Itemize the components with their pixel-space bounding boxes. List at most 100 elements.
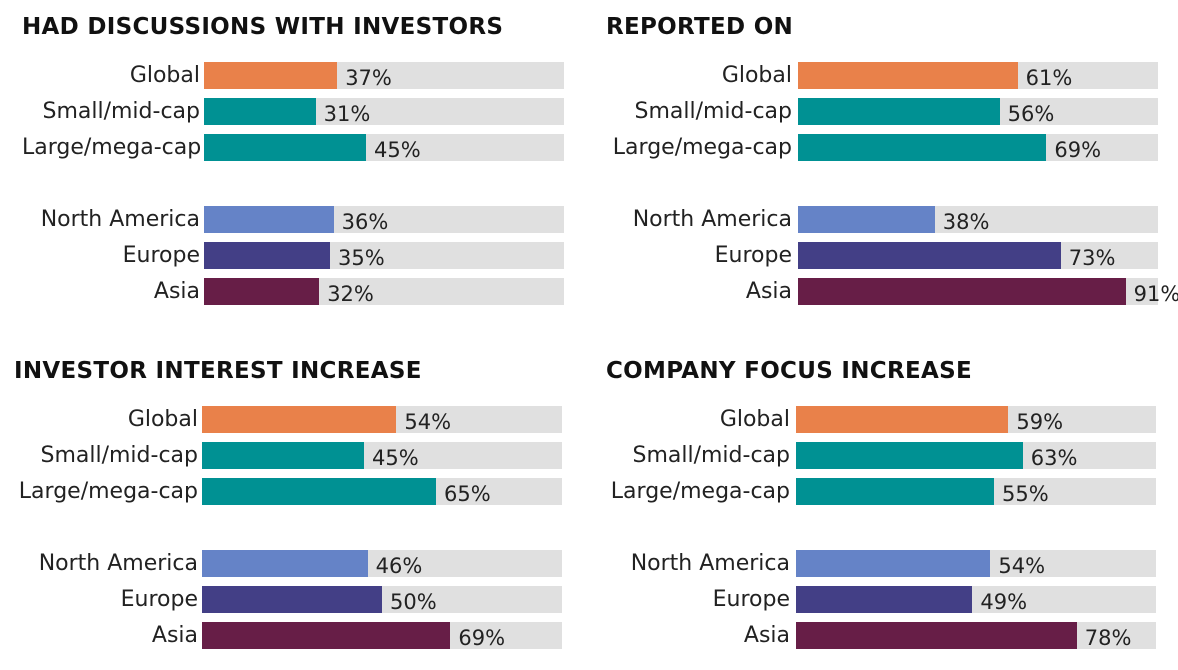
bar-row-north-america: North America 46% [14,550,562,578]
category-label: North America [630,551,790,576]
chart-panel-reported-on: REPORTED ON Global 61% Small/mid-cap 56% Larg… [606,14,1178,314]
bar-track: 63% [796,442,1156,470]
bar-track: 69% [202,622,562,650]
value-label: 61% [1025,66,1073,90]
chart-title: REPORTED ON [606,14,794,40]
value-label: 59% [1016,410,1064,434]
bar-row-europe: Europe 73% [606,242,1158,270]
value-label: 69% [1054,138,1102,162]
bar-large-mega-cap [204,134,366,161]
bar-track: 32% [204,278,564,306]
bar-row-north-america: North America 38% [606,206,1158,234]
bar-europe [202,586,382,613]
bar-global [204,62,338,89]
bar-small-mid-cap [798,98,1000,125]
bar-north-america [204,206,334,233]
chart-title: INVESTOR INTEREST INCREASE [14,358,422,384]
value-label: 78% [1084,626,1132,650]
bar-row-large-mega-cap: Large/mega-cap 55% [606,478,1156,506]
bar-track: 31% [204,98,564,126]
bar-row-global: Global 37% [22,62,564,90]
category-label: Large/mega-cap [18,479,198,504]
bar-small-mid-cap [204,98,316,125]
value-label: 37% [345,66,392,90]
value-label: 46% [375,554,423,578]
value-label: 35% [338,246,385,270]
bar-row-europe: Europe 50% [14,586,562,614]
bar-track: 69% [798,134,1158,162]
bar-row-global: Global 54% [14,406,562,434]
bar-track: 59% [796,406,1156,434]
bar-row-small-mid-cap: Small/mid-cap 45% [14,442,562,470]
bar-asia [204,278,320,305]
category-label: Europe [122,243,200,268]
category-label: Small/mid-cap [40,443,198,468]
bar-global [796,406,1009,433]
category-label: Global [721,63,792,88]
bar-track: 54% [202,406,562,434]
value-label: 54% [404,410,452,434]
value-label: 45% [374,138,421,162]
value-label: 31% [323,102,371,126]
bar-asia [202,622,451,649]
bar-row-europe: Europe 49% [606,586,1156,614]
bar-row-large-mega-cap: Large/mega-cap 65% [14,478,562,506]
category-label: Asia [743,623,790,648]
bar-track: 45% [202,442,562,470]
category-label: Global [127,407,198,432]
category-label: Asia [153,279,200,304]
chart-panel-company-focus-increase: COMPANY FOCUS INCREASE Global 59% Small/mid… [606,358,1156,658]
value-label: 38% [942,210,990,234]
category-label: Small/mid-cap [42,99,200,124]
chart-panel-investor-interest-increase: INVESTOR INTEREST INCREASE Global 54% Small… [14,358,562,658]
bar-track: 36% [204,206,564,234]
bar-track: 61% [798,62,1158,90]
bar-track: 49% [796,586,1156,614]
bar-track: 73% [798,242,1158,270]
category-label: Global [719,407,790,432]
bar-track: 65% [202,478,562,506]
chart-title: COMPANY FOCUS INCREASE [606,358,972,384]
bar-row-north-america: North America 36% [22,206,564,234]
bar-row-large-mega-cap: Large/mega-cap 69% [606,134,1158,162]
bar-asia [796,622,1077,649]
value-label: 63% [1030,446,1078,470]
value-label: 36% [341,210,389,234]
value-label: 32% [327,282,374,306]
bar-row-asia: Asia 69% [14,622,562,650]
bar-europe [204,242,330,269]
value-label: 65% [444,482,491,506]
category-label: North America [38,551,198,576]
bar-row-large-mega-cap: Large/mega-cap 45% [22,134,564,162]
value-label: 56% [1007,102,1055,126]
value-label: 50% [390,590,437,614]
category-label: Large/mega-cap [22,135,202,160]
bar-large-mega-cap [798,134,1047,161]
bar-row-global: Global 61% [606,62,1158,90]
category-label: Europe [714,243,792,268]
value-label: 69% [458,626,506,650]
bar-europe [798,242,1061,269]
bar-track: 91% [798,278,1178,306]
category-label: Europe [120,587,198,612]
bar-large-mega-cap [202,478,436,505]
bar-track: 50% [202,586,562,614]
bar-row-small-mid-cap: Small/mid-cap 31% [22,98,564,126]
category-label: Asia [151,623,198,648]
bar-europe [796,586,973,613]
bar-track: 35% [204,242,564,270]
category-label: Global [129,63,200,88]
value-label: 45% [372,446,419,470]
category-label: Small/mid-cap [632,443,790,468]
chart-title: HAD DISCUSSIONS WITH INVESTORS [22,14,504,40]
category-label: North America [632,207,792,232]
bar-row-north-america: North America 54% [606,550,1156,578]
bar-row-europe: Europe 35% [22,242,564,270]
category-label: Asia [745,279,792,304]
bar-track: 38% [798,206,1158,234]
bar-north-america [202,550,368,577]
bar-track: 55% [796,478,1156,506]
bar-track: 37% [204,62,564,90]
bar-asia [798,278,1126,305]
bar-track: 78% [796,622,1156,650]
